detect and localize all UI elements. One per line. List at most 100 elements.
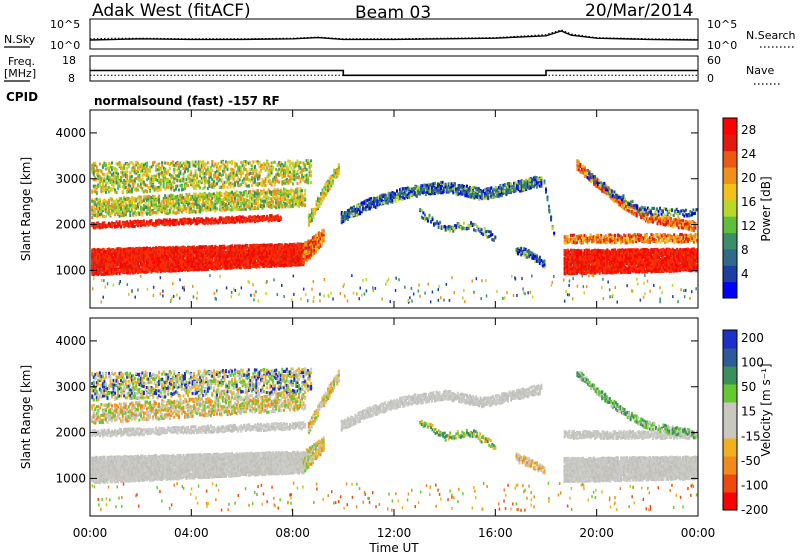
power-cell xyxy=(188,266,191,270)
power-cell xyxy=(109,252,112,256)
power-cell xyxy=(211,260,214,264)
power-cell xyxy=(94,262,97,266)
power-cell xyxy=(153,256,156,259)
power-cell xyxy=(126,251,129,255)
power-cell xyxy=(147,255,150,259)
power-cell xyxy=(114,255,117,259)
power-cell xyxy=(191,261,194,265)
power-cell xyxy=(153,265,156,269)
power-cell xyxy=(115,264,118,268)
power-cell xyxy=(123,253,126,257)
power-cell xyxy=(146,256,148,260)
power-cell xyxy=(176,250,179,254)
power-cell xyxy=(111,248,113,252)
power-cell xyxy=(161,262,164,266)
power-cell xyxy=(149,246,151,250)
power-cell xyxy=(144,257,147,261)
power-cell xyxy=(190,267,193,271)
power-cell xyxy=(124,259,127,263)
power-cell xyxy=(136,257,139,261)
power-cell xyxy=(193,265,196,269)
power-cell xyxy=(199,246,202,250)
power-cell xyxy=(95,272,98,275)
power-cell xyxy=(147,268,150,272)
power-cell xyxy=(182,250,185,254)
power-cell xyxy=(106,267,109,270)
noise-series-line-1 xyxy=(89,29,699,40)
power-cell xyxy=(164,269,167,273)
power-cell xyxy=(162,252,165,256)
power-cell xyxy=(191,256,194,260)
power-cell xyxy=(152,260,155,264)
power-cell xyxy=(136,248,139,252)
power-cell xyxy=(133,262,136,266)
power-cell xyxy=(106,251,109,255)
power-cell xyxy=(149,262,151,266)
power-cell xyxy=(150,263,153,267)
power-cell xyxy=(106,249,109,253)
power-cell xyxy=(95,265,98,269)
power-cell xyxy=(111,268,113,272)
power-cell xyxy=(121,253,124,257)
power-cell xyxy=(112,266,115,270)
power-cell xyxy=(152,266,155,270)
power-cell xyxy=(94,256,97,260)
power-cell xyxy=(101,272,104,276)
power-cell xyxy=(120,247,123,251)
power-cell xyxy=(168,264,171,268)
power-cell xyxy=(98,254,101,258)
power-cell xyxy=(117,262,120,266)
power-cell xyxy=(206,246,209,250)
power-cell xyxy=(97,249,100,253)
power-cell xyxy=(176,256,179,260)
power-cell xyxy=(100,253,103,256)
power-cell xyxy=(203,253,206,257)
power-cell xyxy=(212,248,215,252)
power-cell xyxy=(115,268,118,272)
power-cell xyxy=(136,262,139,266)
power-cell xyxy=(120,249,123,253)
power-cell xyxy=(132,251,135,255)
power-cell xyxy=(127,249,130,253)
power-cell xyxy=(164,256,167,260)
power-cell xyxy=(132,271,135,275)
power-cell xyxy=(196,250,199,254)
power-cell xyxy=(167,248,170,252)
power-cell xyxy=(170,269,173,273)
power-cell xyxy=(167,268,170,272)
power-cell xyxy=(158,247,161,251)
power-cell xyxy=(91,262,94,265)
power-cell xyxy=(191,263,194,267)
power-cell xyxy=(162,248,165,252)
power-cell xyxy=(120,262,123,266)
power-cell xyxy=(136,269,139,273)
power-cell xyxy=(139,263,142,267)
power-cell xyxy=(188,264,191,268)
power-cell xyxy=(209,264,212,268)
power-cell xyxy=(149,252,151,256)
power-cell xyxy=(196,260,199,264)
power-cell xyxy=(98,258,101,261)
power-cell xyxy=(158,257,161,260)
power-cell xyxy=(171,245,174,249)
power-cell xyxy=(147,249,150,253)
power-cell xyxy=(108,252,110,256)
power-cell xyxy=(182,248,185,252)
power-cell xyxy=(135,256,138,260)
freq-line xyxy=(90,69,698,77)
power-cell xyxy=(197,262,200,266)
power-cell xyxy=(190,258,193,262)
power-cell xyxy=(127,264,130,268)
noise-tick-bottom-right: 10^0 xyxy=(707,39,737,52)
power-cell xyxy=(179,251,182,255)
power-cell xyxy=(126,271,129,275)
power-cell xyxy=(173,261,176,265)
power-cell xyxy=(203,260,206,264)
power-cell xyxy=(118,272,121,276)
power-cell xyxy=(199,264,202,268)
power-cell xyxy=(109,266,112,270)
power-cell xyxy=(190,251,193,255)
power-cell xyxy=(150,269,153,273)
power-cell xyxy=(159,257,162,261)
power-cell xyxy=(200,254,203,258)
